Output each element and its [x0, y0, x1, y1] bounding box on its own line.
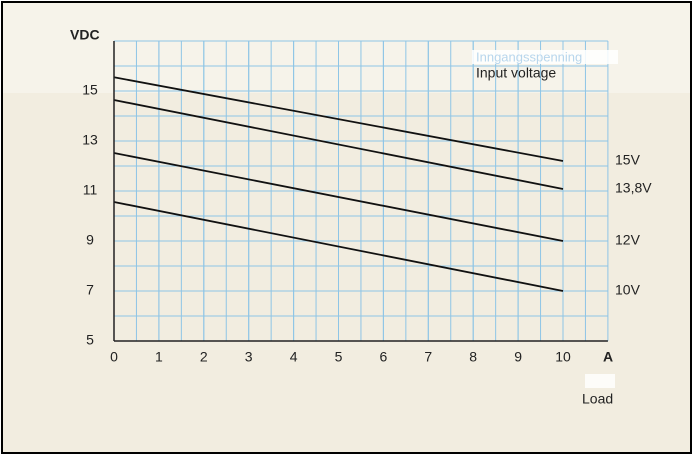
- y-tick-label: 11: [83, 182, 98, 198]
- y-tick-label: 15: [82, 82, 98, 98]
- series-line: [113, 201, 564, 292]
- x-tick-label: 2: [200, 349, 208, 365]
- x-tick-label: 3: [245, 349, 253, 365]
- y-tick-label: 5: [86, 332, 94, 348]
- label-patch: [472, 50, 618, 64]
- legend-label: 12V: [615, 232, 641, 248]
- caption: Load: [582, 391, 613, 407]
- x-tick-label: 10: [555, 349, 571, 365]
- series-line: [113, 99, 564, 190]
- series-line: [113, 152, 564, 242]
- x-tick-label: 0: [110, 349, 118, 365]
- x-tick-label: 1: [155, 349, 163, 365]
- x-tick-label: 6: [380, 349, 388, 365]
- y-axis-label: VDC: [70, 27, 100, 43]
- x-tick-label: 8: [469, 349, 477, 365]
- label-patch: [585, 374, 615, 388]
- legend-title: Input voltage: [476, 65, 556, 81]
- x-axis-label: A: [603, 349, 613, 365]
- legend-label: 13,8V: [615, 180, 652, 196]
- series-line: [113, 76, 564, 162]
- legend-title-faint: Inngangsspenning: [476, 49, 582, 64]
- marks: [113, 76, 564, 292]
- y-tick-label: 9: [86, 232, 94, 248]
- y-tick-label: 13: [82, 132, 98, 148]
- x-tick-label: 9: [514, 349, 522, 365]
- x-tick-label: 4: [290, 349, 298, 365]
- x-tick-label: 5: [335, 349, 343, 365]
- legend-label: 15V: [615, 152, 641, 168]
- y-tick-label: 7: [86, 282, 94, 298]
- legend-label: 10V: [615, 282, 641, 298]
- light-band: [3, 3, 690, 93]
- x-tick-label: 7: [424, 349, 432, 365]
